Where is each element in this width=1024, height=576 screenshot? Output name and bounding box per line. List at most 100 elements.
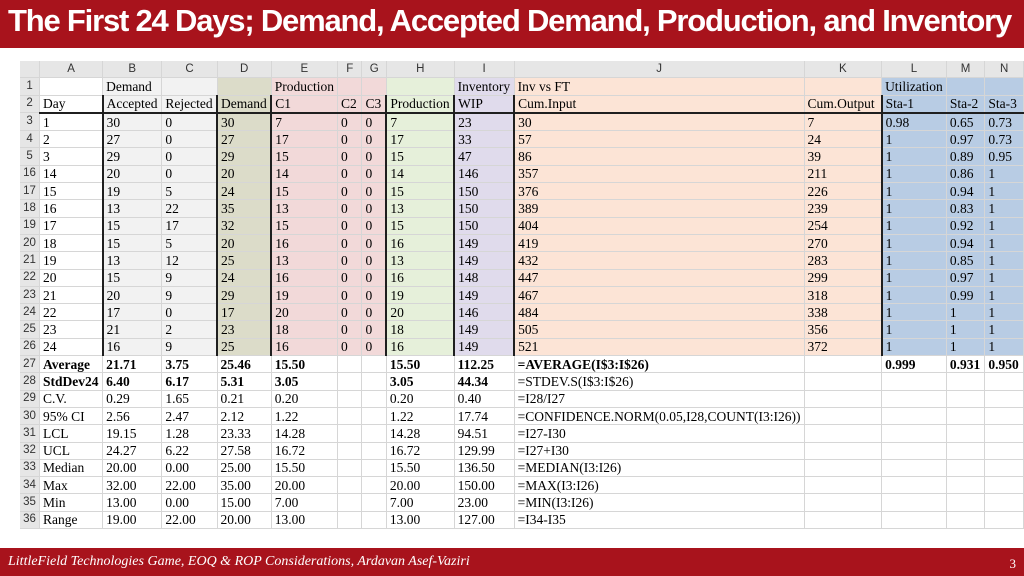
column-header-c[interactable]: C (161, 61, 218, 79)
cell-k5[interactable]: 39 (804, 147, 883, 166)
cell-m28[interactable] (946, 372, 986, 391)
cell-a25[interactable]: 23 (39, 320, 104, 339)
cell-h20[interactable]: 16 (385, 234, 455, 253)
cell-f21[interactable]: 0 (337, 251, 363, 270)
cell-n33[interactable] (984, 459, 1024, 478)
cell-c34[interactable]: 22.00 (161, 476, 218, 495)
cell-l2[interactable]: Sta-1 (880, 95, 947, 114)
row-header[interactable]: 5 (20, 147, 41, 166)
cell-a2[interactable]: Day (39, 95, 104, 114)
cell-b21[interactable]: 13 (101, 251, 163, 270)
cell-i36[interactable]: 127.00 (454, 511, 515, 530)
cell-f30[interactable] (337, 407, 363, 426)
cell-c1[interactable] (161, 77, 218, 96)
cell-e29[interactable]: 0.20 (271, 390, 338, 408)
cell-g16[interactable]: 0 (361, 165, 387, 184)
cell-m34[interactable] (946, 476, 986, 495)
cell-e3[interactable]: 7 (270, 111, 338, 132)
cell-j17[interactable]: 376 (513, 182, 805, 201)
cell-h3[interactable]: 7 (385, 111, 455, 132)
cell-e34[interactable]: 20.00 (271, 476, 338, 495)
cell-k16[interactable]: 211 (804, 165, 883, 184)
cell-m36[interactable] (946, 511, 986, 530)
cell-n3[interactable]: 0.73 (984, 111, 1024, 132)
row-header[interactable]: 18 (20, 199, 41, 218)
cell-b24[interactable]: 17 (101, 303, 163, 322)
cell-e2[interactable]: C1 (270, 95, 338, 114)
cell-j1[interactable]: Inv vs FT (514, 77, 805, 96)
cell-m2[interactable]: Sta-2 (946, 95, 986, 114)
cell-l26[interactable]: 1 (880, 338, 947, 357)
cell-a35[interactable]: Min (39, 493, 104, 512)
cell-c4[interactable]: 0 (161, 130, 218, 149)
cell-i17[interactable]: 150 (453, 182, 515, 201)
cell-b34[interactable]: 32.00 (102, 476, 163, 495)
cell-m30[interactable] (946, 407, 986, 426)
row-header[interactable]: 24 (20, 303, 41, 322)
cell-g30[interactable] (361, 407, 387, 426)
cell-k33[interactable] (804, 459, 883, 478)
cell-i33[interactable]: 136.50 (454, 459, 515, 478)
cell-b23[interactable]: 20 (101, 286, 163, 305)
cell-a26[interactable]: 24 (39, 338, 104, 357)
cell-i22[interactable]: 148 (453, 269, 515, 287)
cell-i5[interactable]: 47 (453, 147, 515, 166)
row-header[interactable]: 20 (20, 234, 41, 253)
cell-f32[interactable] (337, 442, 363, 460)
cell-f16[interactable]: 0 (337, 165, 363, 184)
cell-j3[interactable]: 30 (513, 111, 805, 132)
cell-l17[interactable]: 1 (880, 182, 947, 201)
cell-m1[interactable] (946, 77, 986, 96)
cell-e18[interactable]: 13 (270, 199, 338, 218)
cell-m26[interactable]: 1 (946, 338, 986, 357)
cell-n27[interactable]: 0.950 (984, 355, 1024, 374)
cell-c23[interactable]: 9 (161, 286, 218, 305)
cell-e32[interactable]: 16.72 (271, 442, 338, 460)
column-header-l[interactable]: L (881, 61, 947, 79)
cell-c19[interactable]: 17 (161, 217, 218, 235)
cell-b35[interactable]: 13.00 (102, 493, 163, 512)
cell-n28[interactable] (984, 372, 1024, 391)
cell-g1[interactable] (361, 77, 387, 96)
cell-c26[interactable]: 9 (161, 338, 218, 357)
cell-i23[interactable]: 149 (453, 286, 515, 305)
column-header-d[interactable]: D (217, 61, 272, 79)
cell-d30[interactable]: 2.12 (217, 407, 272, 426)
cell-i21[interactable]: 149 (453, 251, 515, 270)
cell-l21[interactable]: 1 (880, 251, 947, 270)
cell-j24[interactable]: 484 (513, 303, 805, 322)
cell-l29[interactable] (881, 390, 947, 408)
cell-l20[interactable]: 1 (880, 234, 947, 253)
cell-a18[interactable]: 16 (39, 199, 104, 218)
cell-d22[interactable]: 24 (216, 269, 272, 287)
cell-d31[interactable]: 23.33 (217, 424, 272, 443)
cell-k34[interactable] (804, 476, 883, 495)
cell-b3[interactable]: 30 (101, 111, 163, 132)
cell-k26[interactable]: 372 (804, 338, 883, 357)
column-header-a[interactable]: A (39, 61, 104, 79)
cell-a24[interactable]: 22 (39, 303, 104, 322)
cell-m20[interactable]: 0.94 (946, 234, 986, 253)
cell-f34[interactable] (337, 476, 363, 495)
cell-e31[interactable]: 14.28 (271, 424, 338, 443)
cell-i28[interactable]: 44.34 (454, 372, 515, 391)
cell-d29[interactable]: 0.21 (217, 390, 272, 408)
cell-h23[interactable]: 19 (385, 286, 455, 305)
cell-j25[interactable]: 505 (513, 320, 805, 339)
row-header[interactable]: 31 (20, 424, 41, 443)
cell-i1[interactable]: Inventory (454, 77, 515, 96)
cell-n20[interactable]: 1 (984, 234, 1024, 253)
cell-g33[interactable] (361, 459, 387, 478)
cell-k32[interactable] (804, 442, 883, 460)
cell-f20[interactable]: 0 (337, 234, 363, 253)
cell-m5[interactable]: 0.89 (946, 147, 986, 166)
cell-n25[interactable]: 1 (984, 320, 1024, 339)
cell-f1[interactable] (337, 77, 363, 96)
cell-m25[interactable]: 1 (946, 320, 986, 339)
row-header[interactable]: 36 (20, 511, 41, 530)
cell-c27[interactable]: 3.75 (161, 355, 218, 374)
cell-a19[interactable]: 17 (39, 217, 104, 235)
cell-k35[interactable] (804, 493, 883, 512)
cell-i18[interactable]: 150 (453, 199, 515, 218)
cell-n4[interactable]: 0.73 (984, 130, 1024, 149)
